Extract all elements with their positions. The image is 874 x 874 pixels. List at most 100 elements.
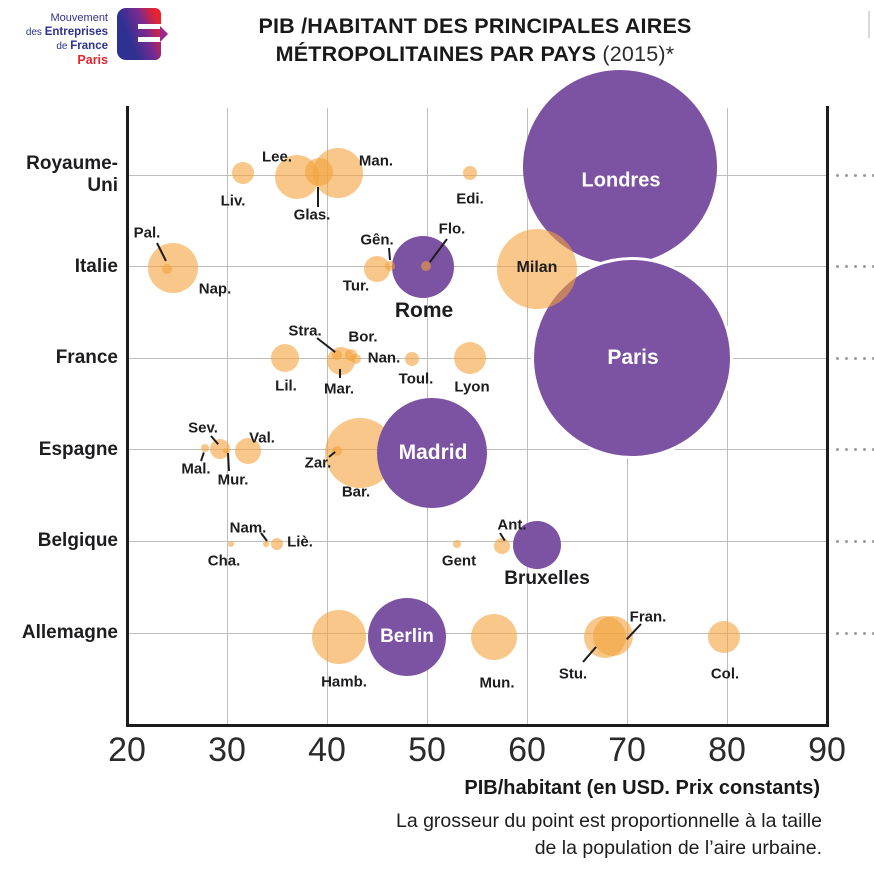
leader-glas xyxy=(317,187,319,207)
bubble-val xyxy=(235,437,261,464)
dotted-row-4 xyxy=(863,539,866,543)
label-stra: Stra. xyxy=(288,322,322,340)
gridline-h-1 xyxy=(127,266,827,268)
leader-mur xyxy=(227,452,230,472)
label-toul: Toul. xyxy=(398,370,434,388)
dotted-row-1 xyxy=(872,265,874,269)
label-mur: Mur. xyxy=(217,471,249,489)
logo-e-notch-bottom xyxy=(138,37,161,43)
label-londres: Londres xyxy=(581,169,661,192)
dotted-row-3 xyxy=(836,448,839,452)
dotted-row-1 xyxy=(836,265,839,269)
bubble-nap xyxy=(148,242,198,293)
bubble-cha xyxy=(228,541,234,548)
size-footnote-line1: La grosseur du point est proportionnelle… xyxy=(395,810,822,832)
x-axis-title: PIB/habitant (en USD. Prix constants) xyxy=(464,777,820,799)
bubble-edi xyxy=(463,166,477,180)
bubble-hamb xyxy=(312,610,366,664)
chart-title-line1: PIB /HABITANT DES PRINCIPALES AIRES xyxy=(258,14,692,38)
label-nap: Nap. xyxy=(198,280,232,298)
medef-paris-logo: Mouvement des Entreprises de France Pari… xyxy=(12,8,168,66)
bubble-fran xyxy=(593,616,633,656)
dotted-row-0 xyxy=(854,173,857,177)
gridline-h-0 xyxy=(127,174,827,176)
bubble-mun xyxy=(471,614,517,660)
dotted-row-4 xyxy=(872,539,874,543)
dotted-row-0 xyxy=(872,173,874,177)
plot-border-right xyxy=(825,106,829,725)
label-madrid: Madrid xyxy=(398,441,468,464)
row-label-belgique: Belgique xyxy=(37,530,118,552)
bubble-pal xyxy=(162,263,172,274)
dotted-row-5 xyxy=(872,631,874,635)
logo-pennant-tip xyxy=(160,26,168,42)
bubble-milan xyxy=(497,228,577,309)
label-milan: Milan xyxy=(516,259,558,276)
bubble-nan xyxy=(351,354,361,365)
label-gent: Gent xyxy=(441,552,477,570)
dotted-row-5 xyxy=(863,631,866,635)
label-pal: Pal. xyxy=(133,224,161,242)
logo-line-france: de France xyxy=(56,40,108,52)
bubble-londres xyxy=(523,70,717,264)
x-tick-90: 90 xyxy=(808,731,846,769)
dotted-row-2 xyxy=(845,356,848,360)
size-footnote: La grosseur du point est proportionnelle… xyxy=(396,808,822,862)
bubble-mur xyxy=(223,447,229,454)
dotted-row-3 xyxy=(845,448,848,452)
dotted-row-4 xyxy=(854,539,857,543)
x-tick-40: 40 xyxy=(308,731,346,769)
bubble-flo xyxy=(421,260,431,271)
x-axis-line xyxy=(125,723,829,727)
dotted-row-4 xyxy=(845,539,848,543)
dotted-row-1 xyxy=(845,265,848,269)
gridline-v-30 xyxy=(226,108,228,725)
bubble-bruxelles xyxy=(513,521,561,570)
bubble-nam xyxy=(263,541,269,548)
chart-title-year: (2015)* xyxy=(596,42,675,66)
label-lee: Lee. xyxy=(261,148,293,166)
x-tick-20: 20 xyxy=(108,731,146,769)
label-val: Val. xyxy=(249,429,275,447)
medef-e-icon xyxy=(117,8,168,60)
dotted-row-0 xyxy=(836,173,839,177)
label-mun: Mun. xyxy=(479,674,515,692)
size-footnote-line2: de la population de l’aire urbaine. xyxy=(534,837,822,859)
label-flo: Flo. xyxy=(438,220,466,238)
label-man: Man. xyxy=(358,152,394,170)
label-hamb: Hamb. xyxy=(321,673,367,691)
page-edge-mark xyxy=(868,11,870,38)
logo-line-entreprises: des Entreprises xyxy=(25,25,108,38)
bubble-liv xyxy=(232,162,254,184)
label-berlin: Berlin xyxy=(380,626,434,647)
label-bruxelles: Bruxelles xyxy=(504,568,590,589)
gridline-v-40 xyxy=(326,108,328,725)
leader-mar xyxy=(339,369,341,378)
bubble-lie xyxy=(271,538,283,551)
label-nam: Nam. xyxy=(229,519,267,537)
dotted-row-5 xyxy=(845,631,848,635)
bubble-madrid xyxy=(377,397,487,508)
label-rome: Rome xyxy=(394,299,454,322)
label-bar: Bar. xyxy=(341,483,371,501)
chart-title: PIB /HABITANT DES PRINCIPALES AIRES MÉTR… xyxy=(175,12,775,68)
label-col: Col. xyxy=(710,665,740,683)
dotted-row-2 xyxy=(836,356,839,360)
label-cha: Cha. xyxy=(207,552,241,570)
label-nan: Nan. xyxy=(367,349,401,367)
bubble-toul xyxy=(405,352,419,367)
dotted-row-5 xyxy=(854,631,857,635)
dotted-row-3 xyxy=(863,448,866,452)
label-lil: Lil. xyxy=(275,377,297,395)
bubble-gen xyxy=(385,260,395,271)
gridline-v-60 xyxy=(526,108,528,725)
row-label-france: France xyxy=(55,347,118,369)
bubble-col xyxy=(708,621,740,653)
dotted-row-5 xyxy=(836,631,839,635)
dotted-row-3 xyxy=(854,448,857,452)
label-ant: Ant. xyxy=(497,516,527,534)
label-tur: Tur. xyxy=(342,277,370,295)
dotted-row-0 xyxy=(845,173,848,177)
label-fran: Fran. xyxy=(629,608,667,626)
bubble-ant xyxy=(494,538,510,555)
